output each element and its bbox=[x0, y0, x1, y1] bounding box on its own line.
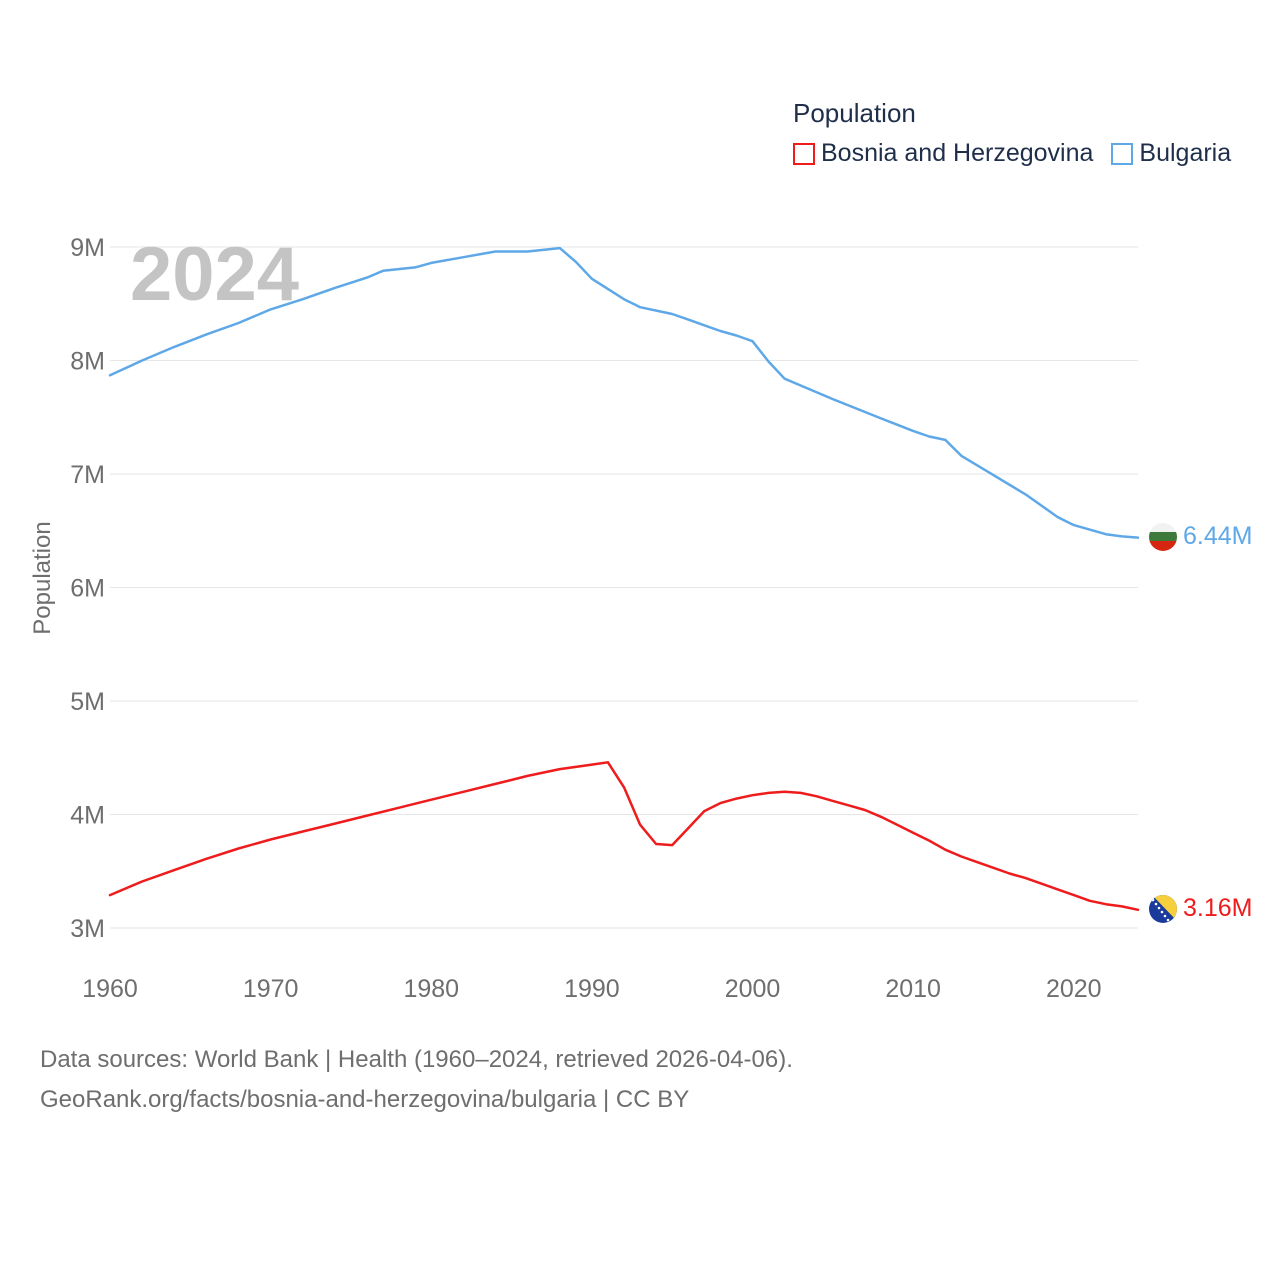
footer: Data sources: World Bank | Health (1960–… bbox=[40, 1040, 793, 1120]
legend: Population Bosnia and Herzegovina Bulgar… bbox=[793, 98, 1231, 168]
y-tick-label: 3M bbox=[70, 915, 105, 943]
end-label-bosnia: 3.16M bbox=[1183, 894, 1252, 922]
x-tick-label: 1980 bbox=[403, 975, 459, 1003]
x-tick-label: 2020 bbox=[1046, 975, 1102, 1003]
y-tick-label: 5M bbox=[70, 688, 105, 716]
footer-sources: Data sources: World Bank | Health (1960–… bbox=[40, 1046, 793, 1073]
y-tick-label: 8M bbox=[70, 348, 105, 376]
y-tick-label: 7M bbox=[70, 461, 105, 489]
legend-swatch-bosnia bbox=[793, 142, 815, 165]
y-tick-label: 6M bbox=[70, 575, 105, 603]
x-tick-label: 1960 bbox=[82, 975, 138, 1003]
y-tick-label: 9M bbox=[70, 234, 105, 262]
bulgaria-flag-icon bbox=[1149, 523, 1177, 551]
legend-item-bosnia[interactable]: Bosnia and Herzegovina bbox=[793, 139, 1093, 168]
legend-swatch-bulgaria bbox=[1111, 142, 1134, 165]
x-tick-label: 1970 bbox=[243, 975, 299, 1003]
x-axis: 1960 1970 1980 1990 2000 2010 2020 bbox=[82, 975, 1101, 1003]
y-axis-label: Population bbox=[29, 521, 56, 634]
series-line-bosnia bbox=[108, 761, 1140, 912]
bosnia-flag-icon bbox=[1149, 895, 1177, 923]
x-tick-label: 2010 bbox=[885, 975, 941, 1003]
legend-item-bulgaria[interactable]: Bulgaria bbox=[1111, 139, 1231, 168]
y-tick-label: 4M bbox=[70, 802, 105, 830]
series-lines bbox=[108, 246, 1140, 912]
footer-url: GeoRank.org/facts/bosnia-and-herzegovina… bbox=[40, 1086, 690, 1113]
y-axis: 3M 4M 5M 6M 7M 8M 9M bbox=[70, 234, 105, 943]
series-line-bulgaria bbox=[108, 246, 1140, 539]
end-label-bulgaria: 6.44M bbox=[1183, 522, 1252, 550]
legend-label-bosnia: Bosnia and Herzegovina bbox=[821, 139, 1094, 167]
legend-label-bulgaria: Bulgaria bbox=[1139, 139, 1232, 167]
legend-title: Population bbox=[793, 98, 916, 128]
x-tick-label: 2000 bbox=[725, 975, 781, 1003]
gridlines bbox=[110, 246, 1138, 929]
year-watermark: 2024 bbox=[130, 232, 299, 317]
x-tick-label: 1990 bbox=[564, 975, 620, 1003]
